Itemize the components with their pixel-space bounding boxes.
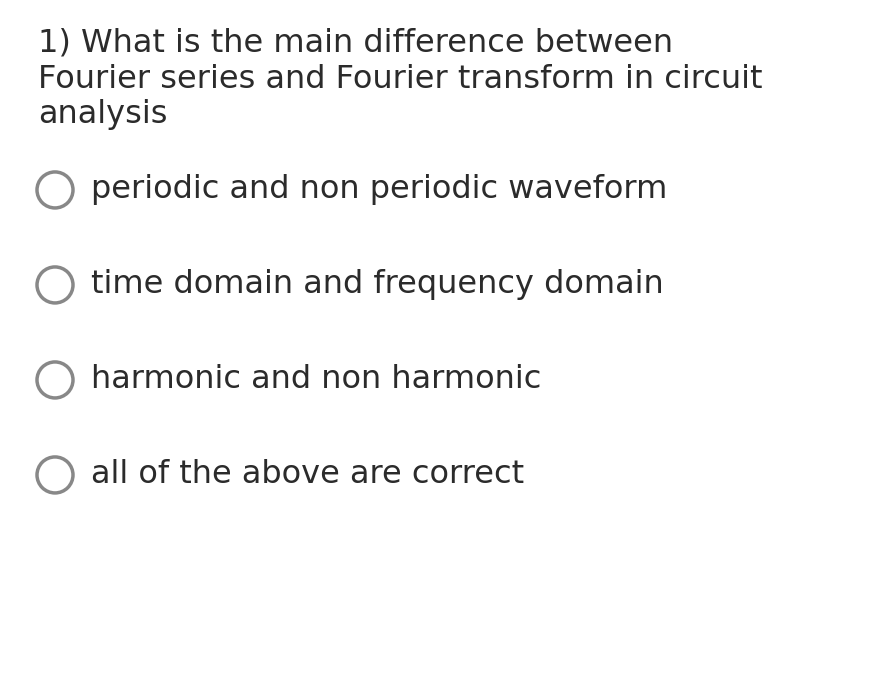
Text: harmonic and non harmonic: harmonic and non harmonic [91, 364, 541, 395]
Ellipse shape [37, 172, 73, 208]
Text: 1) What is the main difference between: 1) What is the main difference between [38, 28, 673, 59]
Ellipse shape [37, 362, 73, 398]
Ellipse shape [37, 267, 73, 303]
Text: analysis: analysis [38, 99, 168, 130]
Text: Fourier series and Fourier transform in circuit: Fourier series and Fourier transform in … [38, 63, 763, 94]
Text: time domain and frequency domain: time domain and frequency domain [91, 269, 663, 300]
Ellipse shape [37, 457, 73, 493]
Text: all of the above are correct: all of the above are correct [91, 460, 524, 491]
Text: periodic and non periodic waveform: periodic and non periodic waveform [91, 174, 667, 205]
